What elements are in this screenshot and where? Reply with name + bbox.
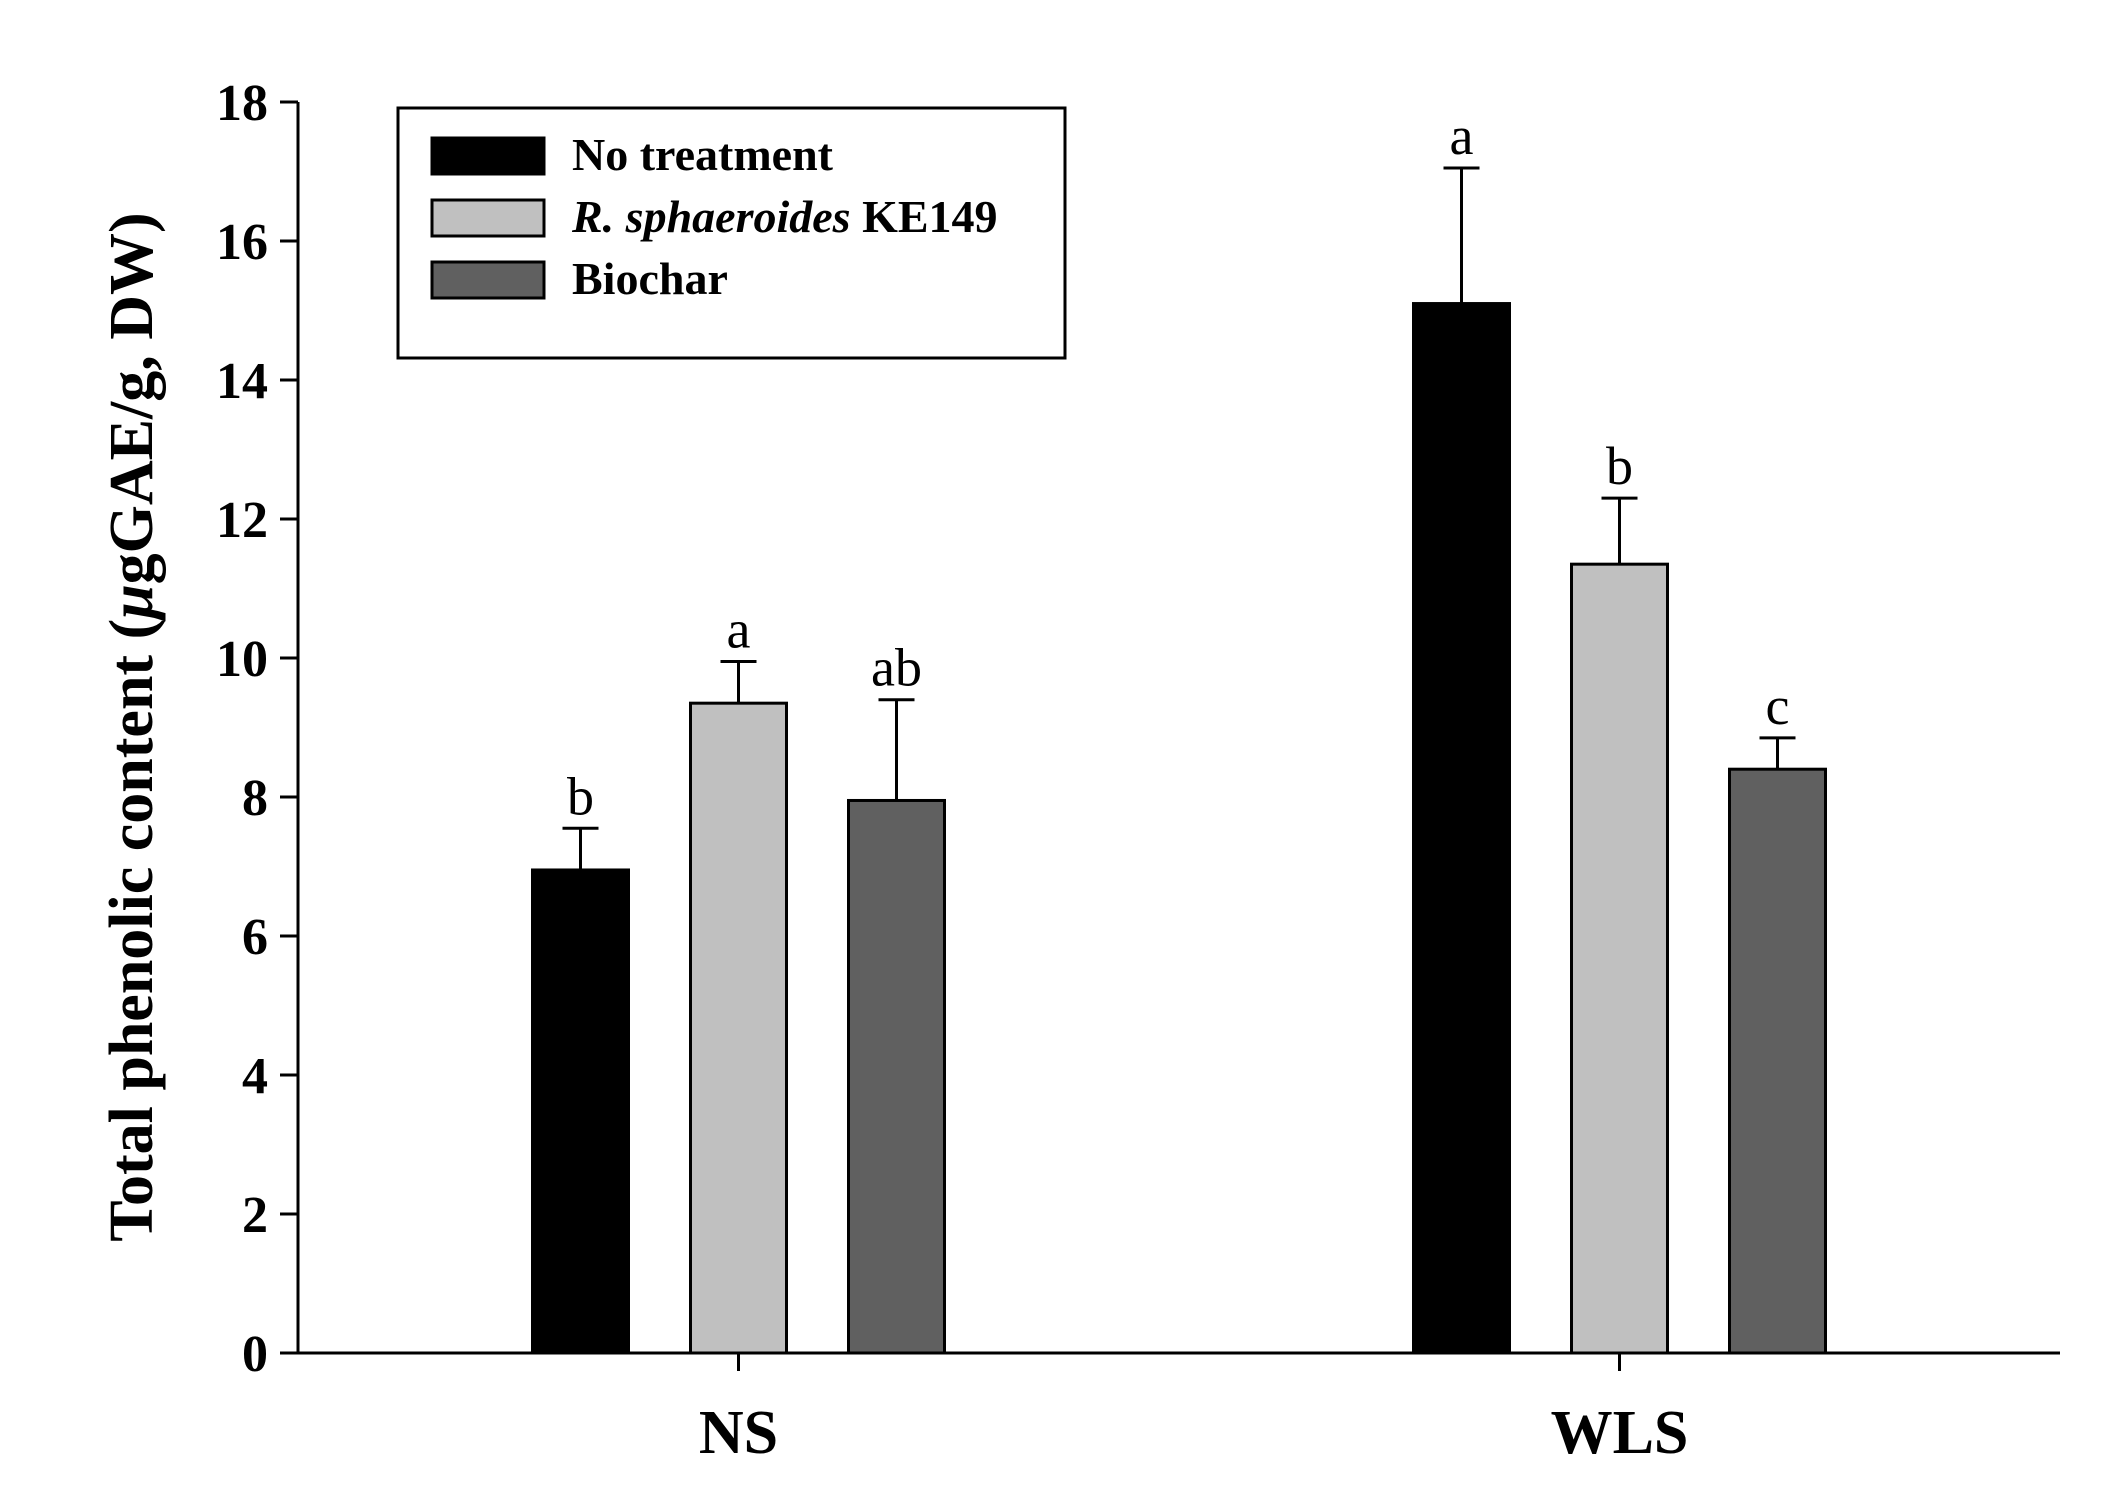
y-tick-label: 12 bbox=[216, 492, 268, 549]
legend-swatch bbox=[430, 260, 546, 300]
y-tick-label: 18 bbox=[216, 75, 268, 132]
x-category-label: WLS bbox=[1551, 1399, 1689, 1467]
y-tick-label: 14 bbox=[216, 353, 268, 410]
significance-label: a bbox=[727, 599, 751, 659]
legend-swatch bbox=[430, 198, 546, 238]
x-category-label: NS bbox=[699, 1399, 778, 1467]
legend: No treatment R. sphaeroides KE149 Biochar bbox=[396, 106, 1067, 360]
legend-label: No treatment bbox=[572, 129, 834, 180]
significance-label: ab bbox=[871, 638, 922, 698]
axes: 0 2 4 6 8 10 12 14 16 18 Total phenolic content (μ… bbox=[98, 75, 2060, 1467]
y-tick-label: 0 bbox=[242, 1326, 268, 1383]
y-tick-label: 6 bbox=[242, 909, 268, 966]
y-tick-label: 2 bbox=[242, 1187, 268, 1244]
bar bbox=[847, 798, 946, 1355]
y-tick-label: 4 bbox=[242, 1048, 268, 1105]
legend-label: R. sphaeroides KE149 bbox=[571, 191, 998, 242]
bar bbox=[1728, 767, 1827, 1355]
legend-swatch bbox=[430, 136, 546, 176]
significance-label: a bbox=[1450, 106, 1474, 166]
significance-label: b bbox=[1606, 436, 1633, 496]
bar bbox=[1570, 562, 1669, 1355]
y-tick-label: 10 bbox=[216, 631, 268, 688]
significance-label: c bbox=[1766, 676, 1790, 736]
bar bbox=[689, 701, 788, 1355]
y-tick-label: 16 bbox=[216, 214, 268, 271]
y-tick-label: 8 bbox=[242, 770, 268, 827]
legend-label: Biochar bbox=[572, 253, 728, 304]
significance-label: b bbox=[567, 766, 594, 826]
bar bbox=[531, 868, 630, 1355]
y-axis-title: Total phenolic content (μgGAE/g, DW) bbox=[98, 212, 166, 1241]
bar bbox=[1412, 302, 1511, 1355]
